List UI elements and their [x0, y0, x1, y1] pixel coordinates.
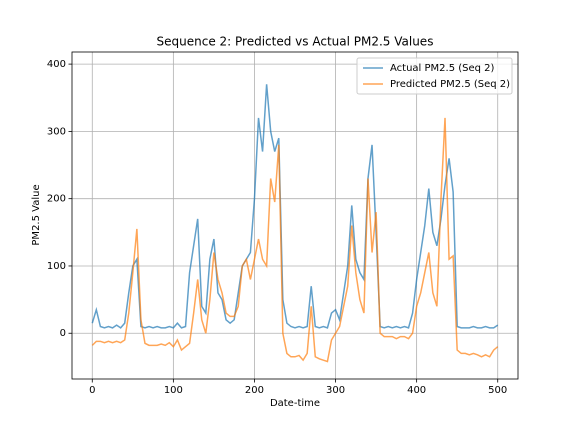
x-tick-label: 300: [326, 385, 345, 396]
legend-label: Predicted PM2.5 (Seq 2): [390, 79, 510, 90]
y-tick-label: 0: [60, 328, 66, 339]
legend-box: [356, 57, 513, 95]
x-axis-label: Date-time: [270, 398, 320, 409]
legend-label: Actual PM2.5 (Seq 2): [390, 63, 495, 74]
y-tick-label: 200: [47, 194, 66, 205]
data-line: [91, 117, 499, 363]
x-tick-label: 500: [488, 385, 507, 396]
y-tick-label: 100: [47, 261, 66, 272]
plot-frame: [71, 51, 519, 380]
y-tick-label: 300: [47, 126, 66, 137]
y-axis-label: PM2.5 Value: [31, 184, 42, 245]
chart-title: Sequence 2: Predicted vs Actual PM2.5 Va…: [157, 35, 434, 49]
y-tick-label: 400: [47, 59, 66, 70]
x-tick-label: 0: [89, 385, 95, 396]
x-tick-label: 400: [407, 385, 426, 396]
data-line: [91, 84, 499, 329]
x-tick-label: 100: [164, 385, 183, 396]
x-tick-label: 200: [245, 385, 264, 396]
